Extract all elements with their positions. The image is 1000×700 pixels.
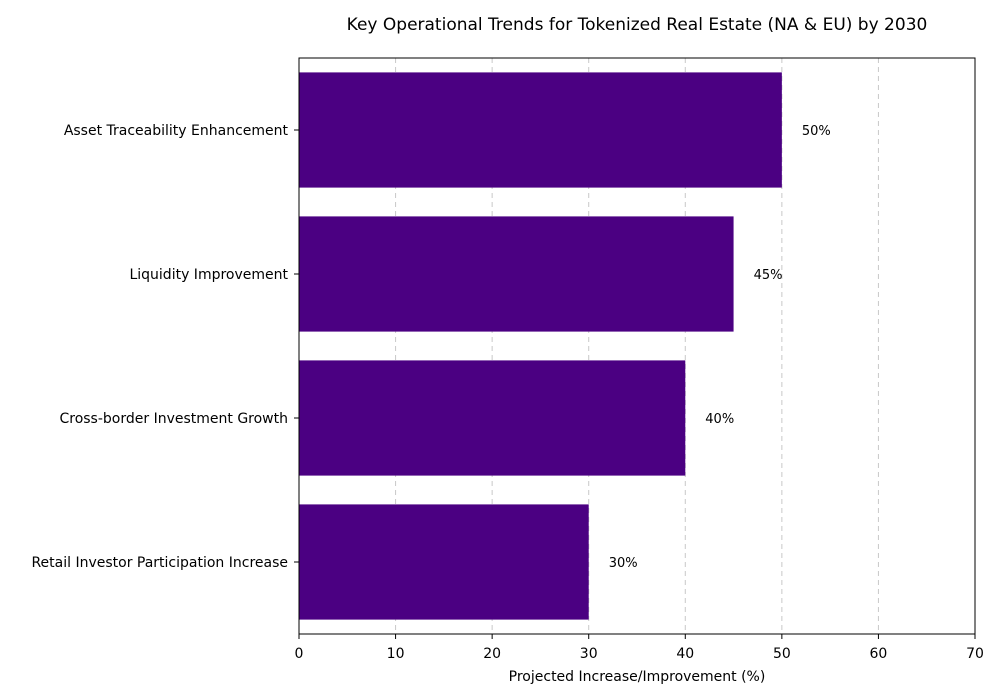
chart-title: Key Operational Trends for Tokenized Rea… [347, 15, 928, 35]
x-axis-ticks: 0 10 20 30 40 50 60 70 [295, 634, 984, 662]
bar-0 [299, 72, 782, 188]
x-tick-label-0: 0 [295, 646, 304, 662]
x-tick-label-20: 20 [483, 646, 501, 662]
x-tick-label-70: 70 [966, 646, 984, 662]
y-axis-category-labels: Asset Traceability Enhancement Liquidity … [31, 123, 299, 571]
bar-1 [299, 216, 734, 332]
category-label-1: Liquidity Improvement [129, 267, 288, 283]
data-labels: 50% 45% 40% 30% [609, 124, 831, 571]
x-tick-label-50: 50 [773, 646, 791, 662]
x-tick-label-10: 10 [387, 646, 405, 662]
x-tick-label-40: 40 [676, 646, 694, 662]
x-tick-label-60: 60 [870, 646, 888, 662]
x-axis-label: Projected Increase/Improvement (%) [509, 669, 766, 685]
data-label-3: 30% [609, 556, 638, 571]
category-label-2: Cross-border Investment Growth [59, 411, 288, 427]
x-tick-label-30: 30 [580, 646, 598, 662]
bar-2 [299, 360, 686, 476]
data-label-0: 50% [802, 124, 831, 139]
category-label-3: Retail Investor Participation Increase [31, 555, 288, 571]
bars [299, 72, 782, 620]
data-label-1: 45% [754, 268, 783, 283]
data-label-2: 40% [705, 412, 734, 427]
plot-frame [298, 57, 976, 635]
bar-3 [299, 504, 589, 620]
category-label-0: Asset Traceability Enhancement [64, 123, 289, 139]
